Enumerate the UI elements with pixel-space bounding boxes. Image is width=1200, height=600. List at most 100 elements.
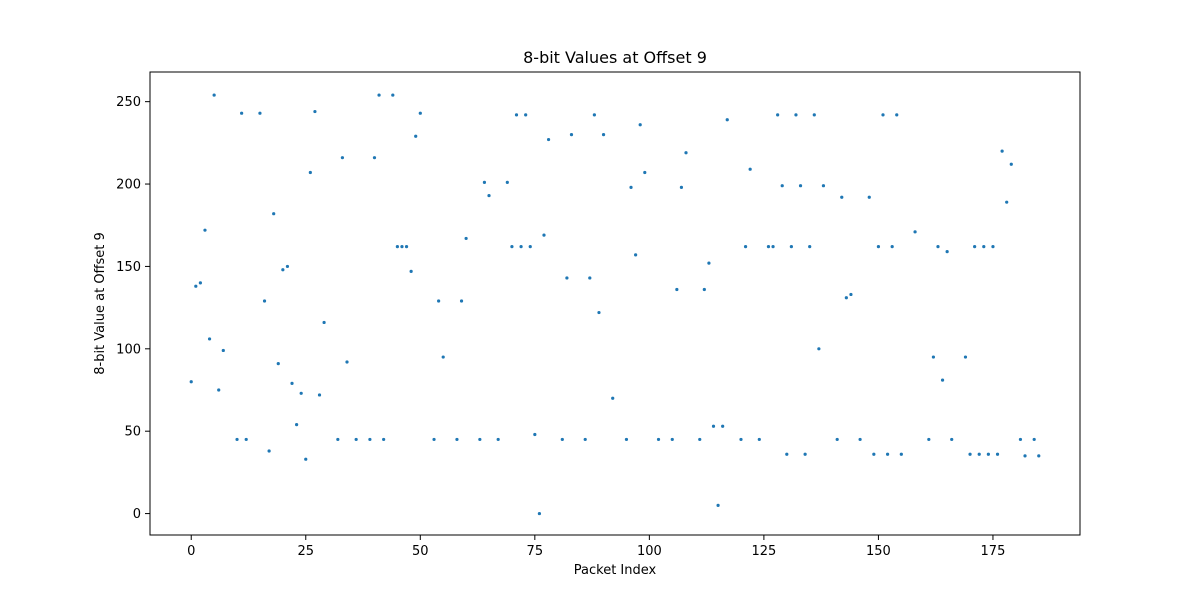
- data-point: [679, 185, 684, 189]
- y-tick-label: 50: [124, 425, 141, 440]
- data-point: [207, 337, 212, 341]
- x-tick-label: 0: [187, 544, 195, 559]
- data-point: [592, 113, 596, 117]
- data-point: [560, 437, 564, 442]
- data-point: [537, 511, 542, 516]
- data-point: [757, 437, 761, 442]
- data-point: [611, 396, 615, 400]
- x-tick-label: 150: [866, 544, 891, 559]
- data-point: [189, 380, 193, 384]
- data-point: [455, 437, 459, 442]
- data-point: [290, 381, 294, 386]
- data-point: [198, 281, 202, 285]
- data-point: [313, 109, 317, 114]
- data-point: [194, 284, 198, 288]
- data-point: [221, 348, 225, 353]
- data-point: [345, 360, 349, 364]
- data-point: [258, 111, 262, 115]
- data-point: [514, 113, 519, 117]
- x-tick-label: 175: [981, 544, 1006, 559]
- data-point: [849, 292, 853, 297]
- data-point: [510, 245, 514, 249]
- data-point: [308, 170, 312, 175]
- data-point: [936, 245, 940, 249]
- data-point: [835, 437, 839, 442]
- data-point: [950, 437, 954, 442]
- data-point: [519, 245, 523, 249]
- data-point: [711, 424, 716, 428]
- data-point: [464, 236, 468, 241]
- data-point: [317, 393, 322, 397]
- data-point: [812, 113, 816, 117]
- data-point: [1000, 149, 1004, 153]
- data-point: [776, 113, 780, 117]
- data-point: [304, 457, 308, 461]
- data-point: [524, 113, 528, 117]
- y-tick-label: 250: [116, 95, 141, 110]
- data-point: [780, 184, 784, 188]
- data-point: [803, 452, 807, 456]
- data-point: [437, 299, 441, 303]
- y-axis-ticks: 0 50 100 150 200 250: [116, 95, 150, 522]
- data-point: [940, 378, 945, 382]
- data-point: [372, 156, 377, 160]
- data-point: [368, 437, 372, 442]
- data-point: [212, 93, 216, 97]
- y-tick-label: 0: [133, 507, 141, 522]
- plot-area-frame: [149, 71, 1081, 536]
- data-point: [973, 245, 977, 249]
- data-point: [459, 299, 464, 303]
- data-point: [414, 134, 418, 138]
- data-point: [982, 245, 986, 249]
- data-point: [739, 437, 743, 442]
- data-point: [867, 195, 871, 199]
- data-point: [533, 432, 537, 437]
- data-point: [588, 276, 592, 280]
- data-point: [725, 118, 729, 122]
- data-point: [785, 452, 789, 456]
- data-point: [478, 437, 482, 442]
- data-point: [432, 437, 436, 442]
- data-point: [528, 245, 532, 249]
- data-point: [496, 437, 500, 442]
- data-point: [808, 245, 812, 249]
- data-point: [240, 111, 244, 115]
- data-point: [748, 167, 752, 171]
- data-point: [377, 93, 381, 97]
- data-point: [354, 437, 358, 442]
- data-point: [322, 320, 326, 325]
- data-point: [991, 245, 995, 249]
- data-point: [670, 437, 674, 442]
- data-point: [927, 437, 931, 442]
- data-point: [895, 113, 899, 117]
- y-tick-label: 150: [116, 260, 141, 275]
- data-point: [656, 437, 661, 442]
- data-point: [789, 245, 793, 249]
- x-tick-label: 25: [297, 544, 314, 559]
- data-point: [272, 212, 276, 216]
- data-point: [890, 245, 894, 249]
- data-point: [634, 253, 638, 257]
- data-point: [409, 269, 413, 273]
- data-point: [583, 437, 587, 442]
- data-point: [766, 245, 771, 249]
- data-point: [244, 437, 248, 442]
- x-tick-label: 125: [751, 544, 776, 559]
- data-point: [542, 233, 546, 237]
- y-tick-label: 200: [116, 178, 141, 193]
- data-point: [977, 452, 981, 456]
- data-point: [638, 123, 642, 127]
- data-point: [1005, 200, 1009, 204]
- data-point: [546, 137, 551, 142]
- data-point: [931, 355, 936, 359]
- data-point: [391, 93, 395, 97]
- data-point: [771, 245, 775, 249]
- data-point: [482, 180, 487, 184]
- data-point: [1037, 454, 1041, 458]
- data-point: [844, 296, 848, 300]
- data-point: [565, 276, 569, 280]
- data-point: [505, 180, 509, 184]
- y-tick-label: 100: [116, 342, 141, 357]
- data-point: [702, 287, 706, 292]
